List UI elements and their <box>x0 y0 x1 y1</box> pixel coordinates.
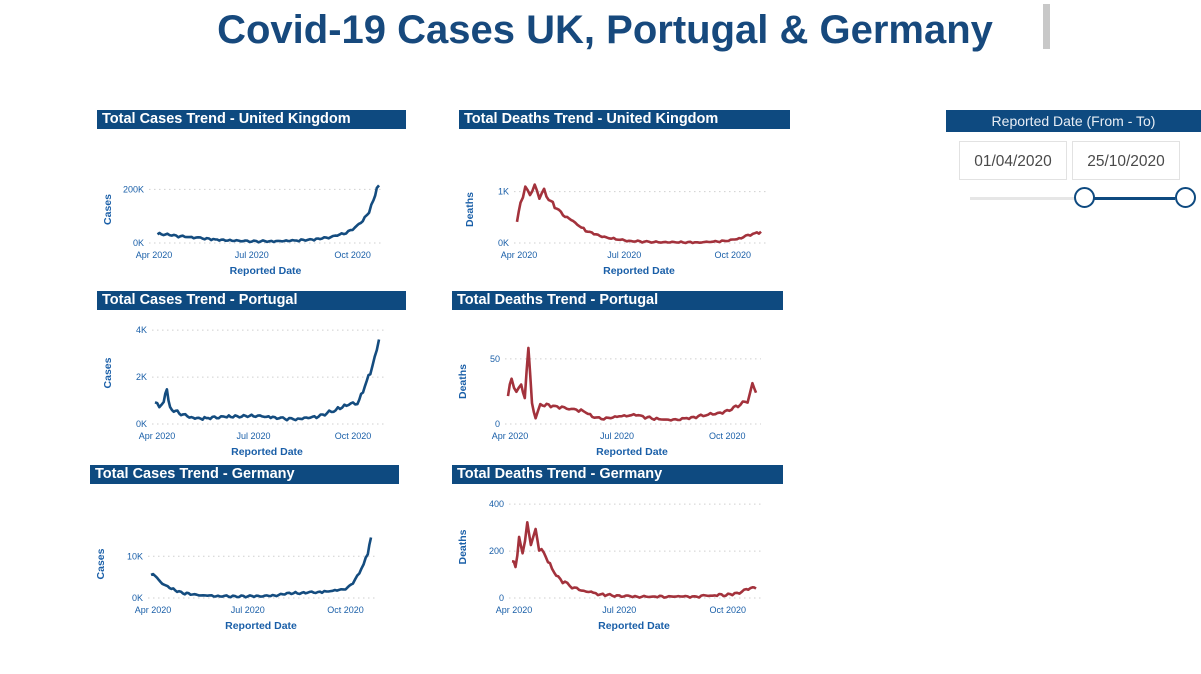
slider-end-handle[interactable] <box>1175 187 1196 208</box>
x-tick-label: Oct 2020 <box>335 431 372 441</box>
x-axis-title: Reported Date <box>225 620 297 632</box>
x-tick-label: Jul 2020 <box>607 250 641 260</box>
x-axis-title: Reported Date <box>603 265 675 277</box>
slicer-header: Reported Date (From - To) <box>946 110 1201 132</box>
x-tick-label: Jul 2020 <box>231 605 265 615</box>
de-cases-chart: Total Cases Trend - Germany 0K 10K Apr 2020… <box>90 465 400 635</box>
pt-cases-chart: Total Cases Trend - Portugal 0K 2K 4K Apr 20… <box>97 291 407 461</box>
slider-selected-range <box>1083 197 1175 200</box>
date-from-input[interactable]: 01/04/2020 <box>959 141 1067 180</box>
page-title: Covid-19 Cases UK, Portugal & Germany <box>217 8 993 52</box>
y-axis-title: Deaths <box>457 529 469 564</box>
de-deaths-chart: Total Deaths Trend - Germany 0 200 400 Apr 2… <box>452 465 784 635</box>
x-tick-label: Apr 2020 <box>136 250 173 260</box>
slider-start-handle[interactable] <box>1073 187 1095 208</box>
series-line <box>511 521 757 599</box>
chart-svg: 0K 1K Apr 2020 Jul 2020 Oct 2020 Reported Dat… <box>464 183 766 277</box>
chart-title: Total Deaths Trend - Portugal <box>452 291 783 310</box>
y-axis-title: Cases <box>95 548 107 579</box>
series-line <box>150 537 373 599</box>
x-axis-title: Reported Date <box>596 446 668 458</box>
series-line <box>506 346 758 422</box>
chart-svg: 0K 2K 4K Apr 2020 Jul 2020 Oct 2020 Reported D… <box>102 325 384 458</box>
y-tick-label: 0 <box>495 419 500 429</box>
x-axis-title: Reported Date <box>230 265 302 277</box>
x-axis-title: Reported Date <box>598 620 670 632</box>
x-tick-label: Oct 2020 <box>714 250 751 260</box>
chart-title: Total Deaths Trend - Germany <box>452 465 783 484</box>
y-tick-label: 200K <box>123 184 144 194</box>
series-line <box>156 184 380 244</box>
series-line <box>515 183 762 245</box>
x-tick-label: Apr 2020 <box>135 605 172 615</box>
x-tick-label: Oct 2020 <box>709 431 746 441</box>
y-tick-label: 10K <box>127 551 143 561</box>
y-tick-label: 0K <box>133 238 144 248</box>
y-axis-title: Deaths <box>457 364 469 399</box>
x-tick-label: Oct 2020 <box>334 250 371 260</box>
y-tick-label: 0K <box>498 238 509 248</box>
chart-title: Total Cases Trend - Portugal <box>97 291 406 310</box>
chart-title: Total Cases Trend - United Kingdom <box>97 110 406 129</box>
x-tick-label: Apr 2020 <box>492 431 529 441</box>
uk-cases-chart: Total Cases Trend - United Kingdom 0K 200K… <box>97 110 407 280</box>
pt-deaths-chart: Total Deaths Trend - Portugal 0 50 Apr 2020… <box>452 291 784 461</box>
y-tick-label: 0K <box>132 593 143 603</box>
date-to-input[interactable]: 25/10/2020 <box>1072 141 1180 180</box>
x-tick-label: Oct 2020 <box>709 605 746 615</box>
series-line <box>154 339 381 422</box>
x-tick-label: Oct 2020 <box>327 605 364 615</box>
y-axis-title: Cases <box>102 357 114 388</box>
x-tick-label: Apr 2020 <box>496 605 533 615</box>
x-tick-label: Jul 2020 <box>602 605 636 615</box>
chart-svg: 0 200 400 Apr 2020 Jul 2020 Oct 2020 Reported … <box>457 499 761 632</box>
y-tick-label: 0K <box>136 419 147 429</box>
y-tick-label: 200 <box>489 546 504 556</box>
x-axis-title: Reported Date <box>231 446 303 458</box>
chart-svg: 0 50 Apr 2020 Jul 2020 Oct 2020 Reported Date… <box>457 345 761 458</box>
chart-title: Total Cases Trend - Germany <box>90 465 399 484</box>
y-tick-label: 1K <box>498 187 509 197</box>
y-axis-title: Deaths <box>464 192 476 227</box>
y-tick-label: 0 <box>499 593 504 603</box>
x-tick-label: Apr 2020 <box>139 431 176 441</box>
chart-svg: 0K 200K Apr 2020 Jul 2020 Oct 2020 Reported D… <box>102 184 384 277</box>
y-tick-label: 4K <box>136 325 147 335</box>
y-tick-label: 50 <box>490 354 500 364</box>
chart-svg: 0K 10K Apr 2020 Jul 2020 Oct 2020 Reported Da… <box>95 537 376 632</box>
y-tick-label: 2K <box>136 372 147 382</box>
title-divider <box>1043 4 1050 49</box>
x-tick-label: Jul 2020 <box>235 250 269 260</box>
x-tick-label: Jul 2020 <box>236 431 270 441</box>
y-axis-title: Cases <box>102 194 114 225</box>
y-tick-label: 400 <box>489 499 504 509</box>
x-tick-label: Apr 2020 <box>501 250 538 260</box>
chart-title: Total Deaths Trend - United Kingdom <box>459 110 790 129</box>
uk-deaths-chart: Total Deaths Trend - United Kingdom 0K 1K A… <box>459 110 791 280</box>
date-range-slicer[interactable]: Reported Date (From - To) 01/04/2020 25/… <box>946 110 1201 214</box>
x-tick-label: Jul 2020 <box>600 431 634 441</box>
